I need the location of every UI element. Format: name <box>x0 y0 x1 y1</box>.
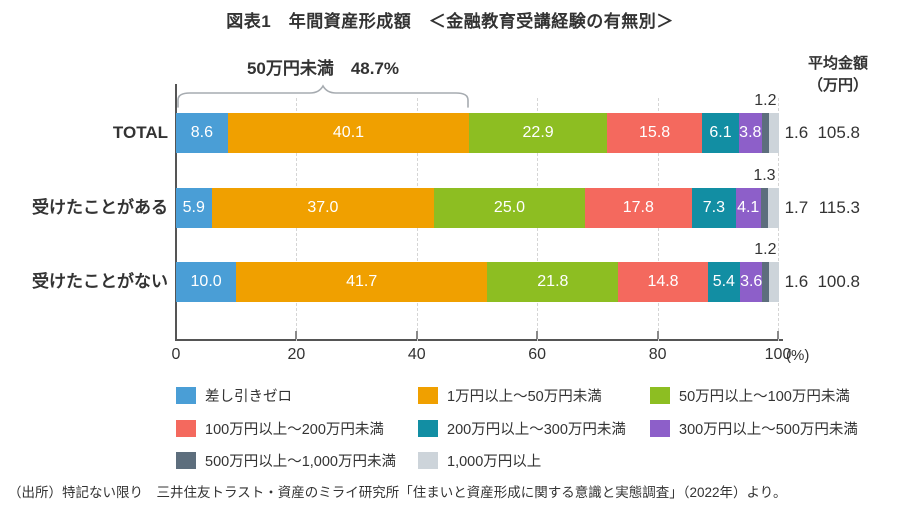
legend-item: 1,000万円以上 <box>418 450 541 470</box>
x-tick-label-20: 20 <box>287 346 306 363</box>
legend-swatch-icon <box>650 386 670 404</box>
segment-value-label: 40.1 <box>332 124 365 141</box>
average-amount-header-line1: 平均金額 <box>807 55 868 72</box>
axis-tick-100 <box>777 331 779 339</box>
axis-tick-40 <box>415 331 418 339</box>
bar-segment <box>740 262 762 302</box>
legend-swatch-icon <box>176 451 196 469</box>
x-tick-label-60: 60 <box>528 346 547 363</box>
legend-swatch-icon <box>176 419 196 437</box>
segment-value-label: 10.0 <box>190 273 222 290</box>
x-axis-unit-label: (%) <box>786 347 810 364</box>
segment-value-label: 15.8 <box>639 124 671 141</box>
legend-item: 300万円以上～500万円未満 <box>650 418 858 438</box>
legend-swatch-icon <box>650 419 670 437</box>
bar-segment <box>487 262 619 302</box>
axis-tick-20 <box>295 331 298 339</box>
chart-title: 図表1 年間資産形成額 ＜金融教育受講経験の有無別＞ <box>226 12 674 31</box>
source-note: （出所）特記ない限り 三井住友トラスト・資産のミライ研究所「住まいと資産形成に関… <box>8 485 787 500</box>
legend-label: 50万円以上～100万円未満 <box>679 388 850 405</box>
legend-label: 1万円以上～50万円未満 <box>447 388 602 405</box>
segment-value-label-above: 1.2 <box>754 92 777 109</box>
bar-segment <box>176 262 237 302</box>
legend-item: 50万円以上～100万円未満 <box>650 385 850 405</box>
legend-label: 1,000万円以上 <box>447 453 542 470</box>
segment-value-label-outside: 1.6 <box>784 272 809 291</box>
segment-value-label: 4.1 <box>737 199 760 216</box>
segment-value-label: 17.8 <box>622 199 654 216</box>
average-amount-header-line2: （万円） <box>807 77 868 94</box>
x-tick-label-40: 40 <box>407 346 426 363</box>
bar-segment <box>702 113 739 153</box>
legend-item: 100万円以上～200万円未満 <box>176 418 384 438</box>
segment-value-label: 5.9 <box>182 199 205 216</box>
bar-segment <box>227 113 470 153</box>
bar-segment <box>236 262 488 302</box>
legend-item: 500万円以上～1,000万円未満 <box>176 450 396 470</box>
bar-segment <box>768 113 779 153</box>
average-value: 100.8 <box>817 272 860 291</box>
x-tick-label-0: 0 <box>171 346 181 363</box>
bar-segment <box>768 262 779 302</box>
segment-value-label: 6.1 <box>709 124 732 141</box>
bar-segment <box>768 188 779 228</box>
legend-swatch-icon <box>418 419 438 437</box>
segment-value-label: 14.8 <box>647 273 679 290</box>
x-axis-line <box>175 339 783 341</box>
average-amount-header: 平均金額 （万円） <box>786 53 890 97</box>
bar-segment <box>469 113 608 153</box>
average-value: 105.8 <box>817 123 860 142</box>
legend-label: 500万円以上～1,000万円未満 <box>205 453 396 470</box>
bar-segment <box>176 113 228 153</box>
x-tick-label-80: 80 <box>648 346 667 363</box>
average-value: 115.3 <box>818 198 860 217</box>
bar-segment <box>607 113 703 153</box>
segment-value-label: 5.4 <box>712 273 735 290</box>
segment-value-label: 3.6 <box>740 273 763 290</box>
legend-label: 200万円以上～300万円未満 <box>447 421 626 438</box>
bar-segment <box>738 113 762 153</box>
segment-value-label: 41.7 <box>346 273 378 290</box>
segment-value-label: 37.0 <box>307 199 339 216</box>
segment-value-label-above: 1.3 <box>753 167 776 184</box>
bar-segment <box>707 262 741 302</box>
legend-swatch-icon <box>418 386 438 404</box>
category-label: 受けたことがない <box>32 272 168 291</box>
bar-segment <box>618 262 708 302</box>
bar-segment <box>434 188 585 228</box>
segment-value-label: 25.0 <box>493 199 526 216</box>
segment-value-label-above: 1.2 <box>754 241 777 258</box>
bracket-brace-icon <box>177 84 469 108</box>
legend-label: 100万円以上～200万円未満 <box>205 421 384 438</box>
legend-swatch-icon <box>176 386 196 404</box>
legend-item: 200万円以上～300万円未満 <box>418 418 626 438</box>
legend-item: 差し引きゼロ <box>176 385 292 405</box>
bracket-annotation-label: 50万円未満 48.7% <box>246 59 400 78</box>
segment-value-label: 21.8 <box>537 273 569 290</box>
axis-tick-60 <box>536 331 539 339</box>
segment-value-label-outside: 1.7 <box>784 198 809 217</box>
segment-value-label: 8.6 <box>190 124 213 141</box>
bar-segment <box>761 113 769 153</box>
legend-label: 300万円以上～500万円未満 <box>679 421 858 438</box>
category-label: 受けたことがある <box>32 198 168 217</box>
category-label: TOTAL <box>112 123 168 142</box>
bar-segment <box>761 262 769 302</box>
legend-label: 差し引きゼロ <box>205 388 292 405</box>
segment-value-label: 7.3 <box>702 199 725 216</box>
x-tick-label-100: 100 <box>764 346 792 363</box>
bar-segment <box>760 188 769 228</box>
legend-swatch-icon <box>418 451 438 469</box>
segment-value-label-outside: 1.6 <box>784 123 809 142</box>
segment-value-label: 22.9 <box>522 124 554 141</box>
bar-segment <box>584 188 692 228</box>
bar-segment <box>211 188 435 228</box>
axis-tick-80 <box>656 331 659 339</box>
bar-segment <box>735 188 761 228</box>
bar-segment <box>691 188 736 228</box>
legend-item: 1万円以上～50万円未満 <box>418 385 602 405</box>
bar-segment <box>176 188 212 228</box>
segment-value-label: 3.8 <box>739 124 762 141</box>
